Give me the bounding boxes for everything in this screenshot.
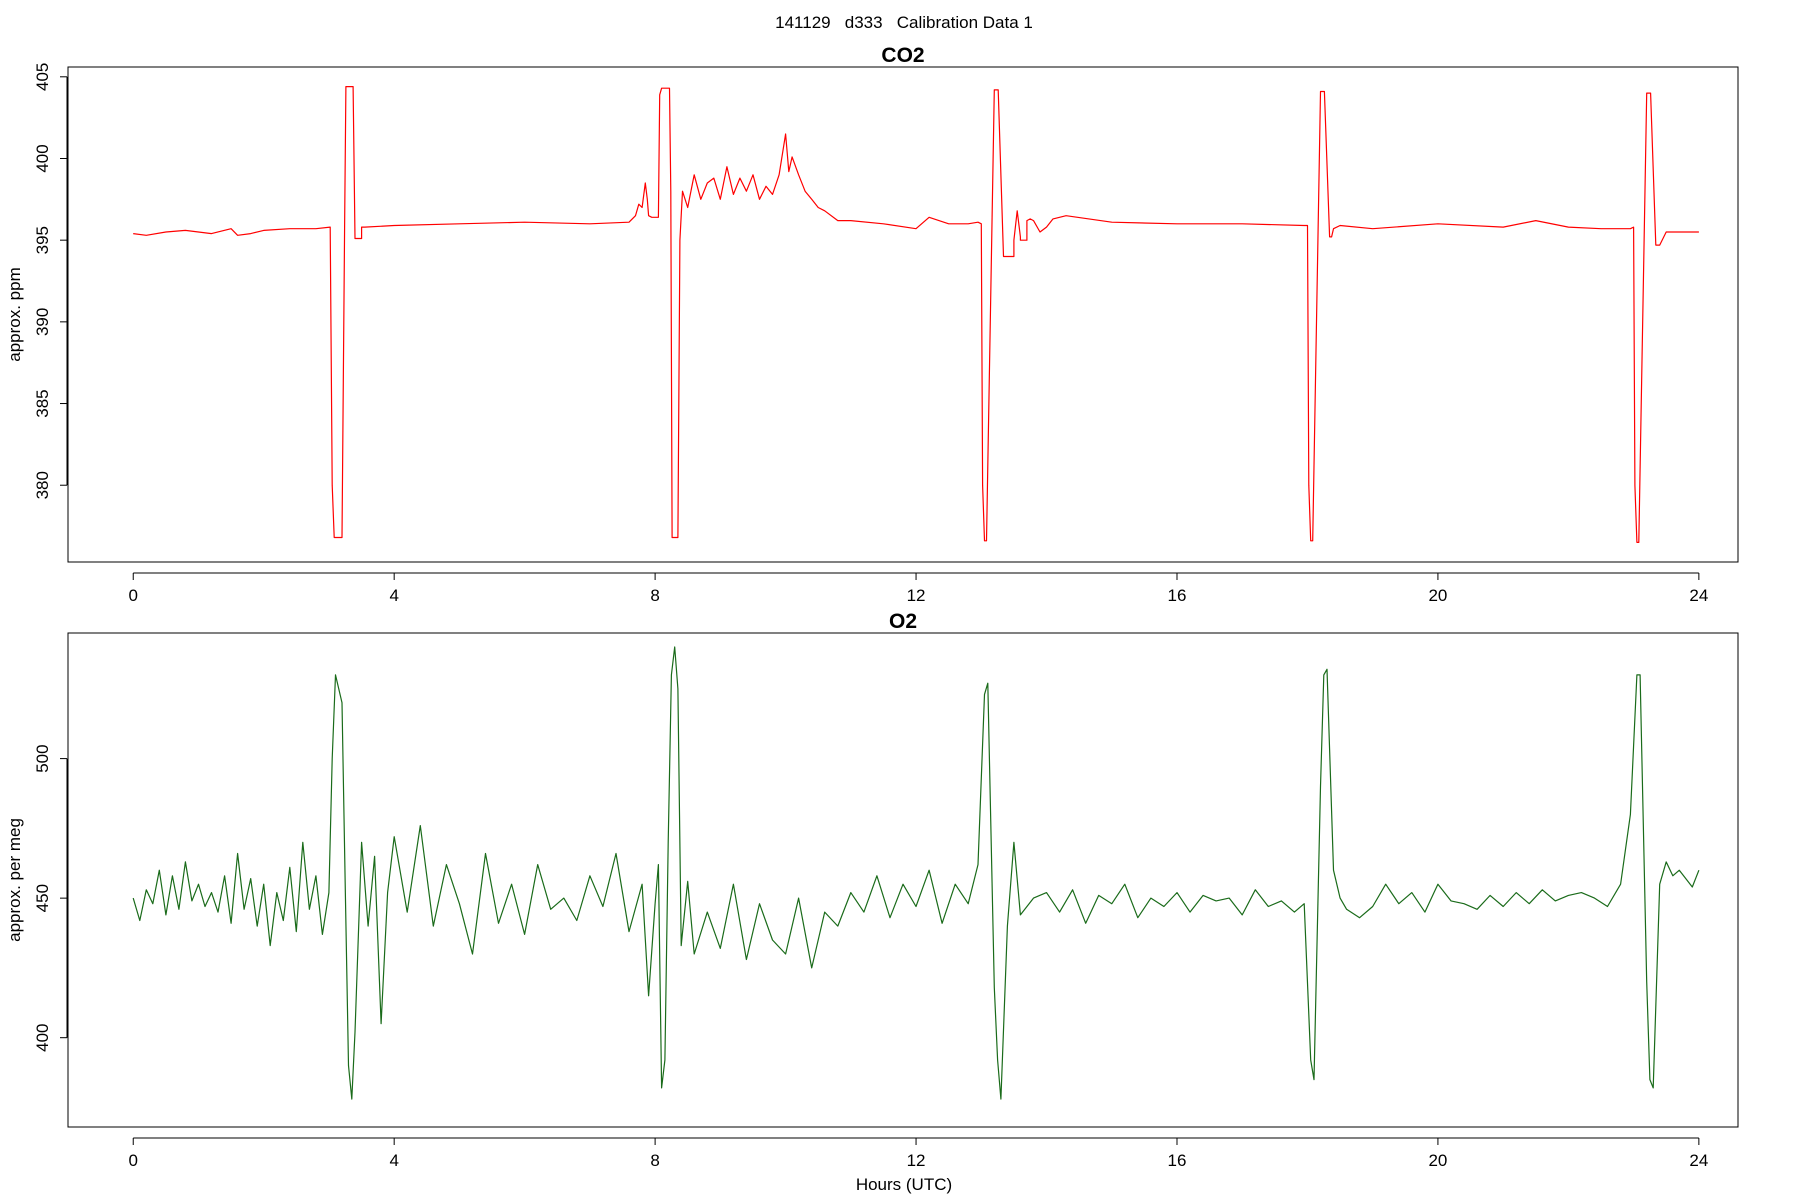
co2-plot-title: CO2 [881, 44, 924, 67]
o2-x-tick-label: 8 [650, 1151, 659, 1170]
co2-x-tick-label: 4 [389, 586, 398, 605]
o2-x-tick-label: 4 [389, 1151, 398, 1170]
co2-y-tick-label: 390 [33, 308, 52, 336]
co2-x-tick-label: 0 [129, 586, 138, 605]
co2-panel: CO2 0 4 8 12 16 20 24 380 385 390 395 400 405 approx. … [5, 44, 1739, 605]
o2-x-tick-label: 0 [129, 1151, 138, 1170]
co2-y-tick-label: 385 [33, 389, 52, 417]
o2-series-line [132, 646, 1700, 1100]
co2-y-axis-label: approx. ppm [5, 267, 24, 362]
co2-y-tick-label: 405 [33, 63, 52, 91]
co2-x-tick-label: 8 [650, 586, 659, 605]
co2-series-line [133, 85, 1699, 544]
co2-plot-frame [67, 66, 1739, 563]
o2-x-tick-label: 12 [907, 1151, 926, 1170]
co2-y-tick-label: 400 [33, 144, 52, 172]
o2-y-axis-label: approx. per meg [5, 818, 24, 942]
x-axis-label: Hours (UTC) [856, 1175, 952, 1194]
o2-x-tick-label: 24 [1689, 1151, 1708, 1170]
o2-y-tick-label: 500 [33, 744, 52, 772]
o2-panel: O2 0 4 8 12 16 20 24 400 450 500 approx. per meg [5, 610, 1739, 1170]
o2-x-tick-label: 20 [1428, 1151, 1447, 1170]
co2-x-tick-label: 12 [907, 586, 926, 605]
co2-y-tick-label: 395 [33, 226, 52, 254]
co2-x-tick-label: 24 [1689, 586, 1708, 605]
o2-plot-title: O2 [889, 610, 917, 633]
co2-y-tick-label: 380 [33, 471, 52, 499]
o2-y-tick-label: 450 [33, 884, 52, 912]
co2-x-tick-label: 20 [1428, 586, 1447, 605]
figure-title: 141129 d333 Calibration Data 1 [775, 13, 1033, 32]
o2-plot-frame [67, 632, 1739, 1128]
o2-x-tick-label: 16 [1168, 1151, 1187, 1170]
o2-y-tick-label: 400 [33, 1024, 52, 1052]
co2-x-tick-label: 16 [1168, 586, 1187, 605]
